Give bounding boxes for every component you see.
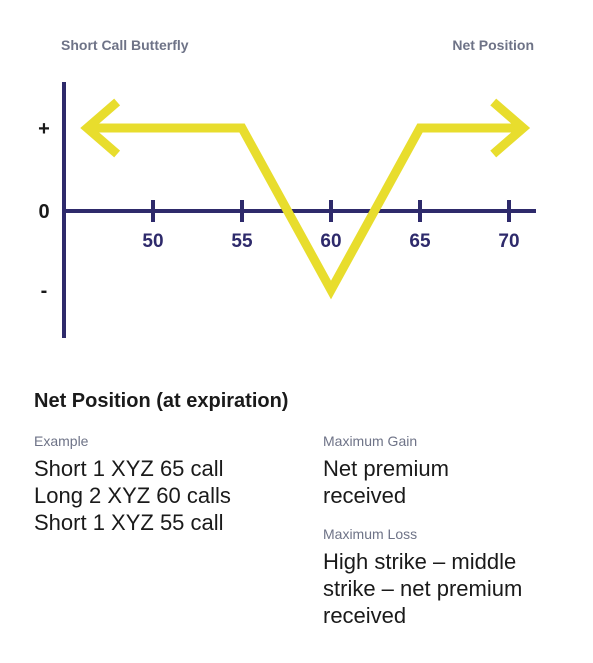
x-tick-label: 65 xyxy=(409,231,431,252)
payoff-line xyxy=(87,123,524,300)
example-line: Long 2 XYZ 60 calls xyxy=(34,483,231,508)
x-tick-label: 55 xyxy=(231,231,253,252)
y-axis-title: Net Position xyxy=(452,37,534,53)
x-tick-label: 70 xyxy=(498,231,519,252)
x-tick-label: 50 xyxy=(142,231,163,252)
example-label: Example xyxy=(34,433,89,449)
max-loss-block: Maximum Loss High strike – middle strike… xyxy=(323,526,583,629)
x-tick-label: 60 xyxy=(320,231,341,252)
max-loss-line: received xyxy=(323,603,407,628)
section-title: Net Position (at expiration) xyxy=(34,390,289,412)
max-loss-line: High strike – middle xyxy=(323,549,517,574)
example-line: Short 1 XYZ 65 call xyxy=(34,456,224,481)
max-gain-line: Net premium xyxy=(323,456,449,481)
y-tick-label: - xyxy=(41,280,48,302)
y-tick-label: + xyxy=(38,118,50,140)
left-arrowhead xyxy=(80,98,121,158)
max-gain-block: Maximum Gain Net premium received xyxy=(323,433,583,509)
payoff-chart: 50 55 60 65 70 +0 - xyxy=(38,82,536,338)
right-arrowhead xyxy=(490,98,531,158)
chart-title: Short Call Butterfly xyxy=(61,37,189,53)
max-loss-line: strike – net premium xyxy=(323,576,523,601)
max-loss-label: Maximum Loss xyxy=(323,526,418,542)
max-gain-line: received xyxy=(323,483,407,508)
max-gain-label: Maximum Gain xyxy=(323,433,418,449)
example-block: Example Short 1 XYZ 65 call Long 2 XYZ 6… xyxy=(34,433,304,536)
example-line: Short 1 XYZ 55 call xyxy=(34,510,224,535)
y-tick-label: 0 xyxy=(38,201,49,223)
